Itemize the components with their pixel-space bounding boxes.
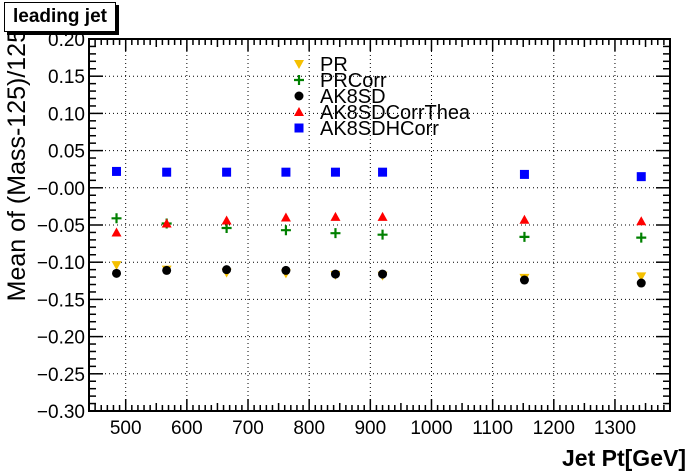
data-point-ak8sd xyxy=(222,265,232,275)
legend-label-prcorr: PRCorr xyxy=(320,70,387,92)
legend-label-ak8sd: AK8SD xyxy=(320,86,386,108)
y-tick-label: 0.05 xyxy=(48,142,85,163)
y-axis-title: Mean of (Mass-125)/125 xyxy=(3,29,31,301)
legend-marker-prcorr xyxy=(294,75,304,85)
y-tick-label: −0.10 xyxy=(37,253,85,274)
data-point-pr xyxy=(636,272,647,282)
data-point-ak8sd xyxy=(112,268,122,278)
data-point-ak8sdcorrthea xyxy=(280,212,291,222)
y-tick-label: −0.15 xyxy=(37,290,85,311)
legend-label-pr: PR xyxy=(320,54,348,76)
data-point-ak8sd xyxy=(330,269,340,279)
data-point-ak8sd xyxy=(162,265,172,275)
legend-marker-ak8sd xyxy=(294,91,304,101)
data-point-prcorr xyxy=(330,228,341,239)
data-point-ak8sdcorrthea xyxy=(519,214,530,224)
y-tick-label: 0.20 xyxy=(48,30,85,51)
y-tick-label: −0.05 xyxy=(37,216,85,237)
x-tick-label: 1000 xyxy=(410,418,452,439)
data-point-ak8sd xyxy=(378,269,388,279)
data-point-prcorr xyxy=(280,225,291,236)
data-point-ak8sdcorrthea xyxy=(636,216,647,226)
x-tick-label: 900 xyxy=(354,418,386,439)
data-point-ak8sd xyxy=(636,278,646,288)
x-tick-label: 1100 xyxy=(472,418,513,439)
data-point-ak8sdhcorr xyxy=(162,167,172,177)
y-tick-label: 0.10 xyxy=(48,104,85,125)
legend-marker-ak8sdhcorr xyxy=(294,123,304,133)
data-point-ak8sdcorrthea xyxy=(377,211,388,221)
data-point-ak8sdhcorr xyxy=(519,169,529,179)
data-point-ak8sd xyxy=(519,275,529,285)
data-point-ak8sdhcorr xyxy=(112,166,122,176)
y-tick-label: −0.25 xyxy=(37,365,85,386)
x-tick-label: 1200 xyxy=(533,418,575,439)
data-point-ak8sdhcorr xyxy=(222,167,232,177)
chart-title: leading jet xyxy=(4,2,116,32)
y-tick-label: −0.20 xyxy=(37,328,85,349)
x-tick-label: 500 xyxy=(110,418,142,439)
y-tick-label: −0.00 xyxy=(37,179,85,200)
data-point-prcorr xyxy=(377,229,388,240)
data-point-pr xyxy=(111,261,122,271)
data-point-ak8sd xyxy=(281,265,291,275)
legend-marker-ak8sdcorrthea xyxy=(294,107,304,116)
data-point-ak8sdcorrthea xyxy=(330,211,341,221)
data-point-prcorr xyxy=(221,222,232,233)
y-tick-label: 0.15 xyxy=(48,67,85,88)
data-point-prcorr xyxy=(519,231,530,242)
x-tick-label: 1300 xyxy=(594,418,636,439)
data-point-ak8sdhcorr xyxy=(636,172,646,182)
x-axis-title: Jet Pt[GeV] xyxy=(562,445,686,471)
legend-label-ak8sdcorrthea: AK8SDCorrThea xyxy=(320,102,471,124)
data-point-ak8sdcorrthea xyxy=(221,215,232,225)
data-point-ak8sdhcorr xyxy=(281,167,291,177)
data-point-prcorr xyxy=(111,213,122,224)
x-tick-label: 800 xyxy=(293,418,325,439)
data-point-ak8sdcorrthea xyxy=(161,218,172,228)
data-point-ak8sdhcorr xyxy=(330,167,340,177)
x-tick-label: 600 xyxy=(171,418,203,439)
data-point-ak8sdcorrthea xyxy=(111,227,122,237)
legend-label-ak8sdhcorr: AK8SDHCorr xyxy=(320,118,439,140)
y-tick-label: −0.30 xyxy=(37,402,85,423)
x-tick-label: 700 xyxy=(232,418,264,439)
data-point-ak8sdhcorr xyxy=(378,167,388,177)
data-point-prcorr xyxy=(636,232,647,243)
legend-marker-pr xyxy=(294,60,304,69)
